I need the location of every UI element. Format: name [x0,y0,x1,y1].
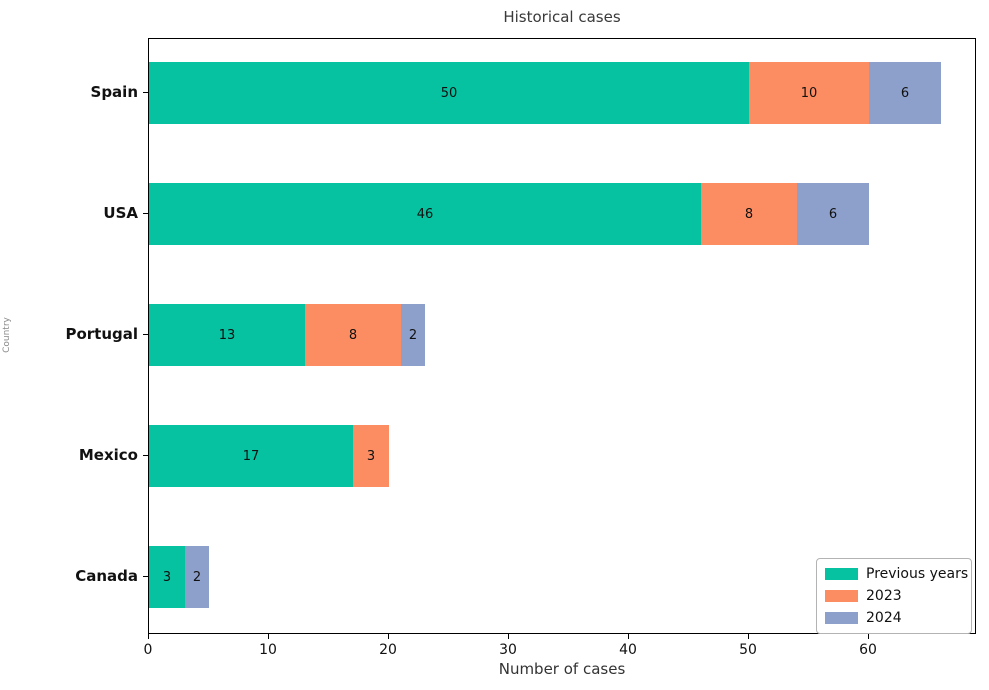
x-tick-label: 30 [499,642,517,658]
bar-value-label: 8 [348,327,358,343]
bar-value-label: 2 [192,569,202,585]
y-tick-mark [143,576,148,577]
bar-segment: 3 [353,425,389,487]
y-tick-mark [143,334,148,335]
y-tick-label: Spain [90,83,138,101]
legend-item: 2024 [825,608,963,628]
plot-area: 50 10 6 46 8 6 13 8 2 17 3 3 2 [148,38,976,634]
bar-segment: 2 [401,304,425,366]
x-tick-mark [268,634,269,639]
x-tick-mark [868,634,869,639]
y-axis-label: Country [2,317,12,353]
bar-segment: 17 [149,425,353,487]
x-tick-mark [148,634,149,639]
legend-swatch [825,590,858,602]
legend-item: 2023 [825,586,963,606]
bar-segment: 6 [869,62,941,124]
y-tick-label: Canada [75,567,138,585]
bar-value-label: 2 [408,327,418,343]
bar-segment: 2 [185,546,209,608]
legend-item: Previous years [825,564,968,584]
bar-value-label: 6 [900,85,910,101]
bar-value-label: 8 [744,206,754,222]
bar-row: 50 10 6 [149,62,975,124]
bar-value-label: 13 [218,327,236,343]
y-tick-mark [143,213,148,214]
legend: Previous years 2023 2024 [816,558,972,634]
bar-segment: 8 [701,183,797,245]
bar-value-label: 6 [828,206,838,222]
y-tick-label: Mexico [78,446,138,464]
x-tick-label: 10 [259,642,277,658]
legend-label: 2023 [866,588,902,604]
bar-segment: 13 [149,304,305,366]
x-tick-label: 20 [379,642,397,658]
chart-title: Historical cases [503,8,621,26]
legend-label: 2024 [866,610,902,626]
bar-value-label: 3 [366,448,376,464]
y-tick-mark [143,92,148,93]
legend-label: Previous years [866,566,969,582]
x-tick-mark [508,634,509,639]
bar-segment: 8 [305,304,401,366]
y-tick-mark [143,455,148,456]
bar-value-label: 46 [416,206,434,222]
bar-row: 17 3 [149,425,975,487]
bar-segment: 50 [149,62,749,124]
bar-row: 13 8 2 [149,304,975,366]
x-tick-label: 0 [143,642,153,658]
bar-value-label: 17 [242,448,260,464]
y-tick-label: USA [103,204,138,222]
bar-value-label: 3 [162,569,172,585]
y-tick-label: Portugal [65,325,138,343]
x-axis-label: Number of cases [498,660,626,678]
bar-segment: 10 [749,62,869,124]
bar-segment: 46 [149,183,701,245]
legend-swatch [825,568,858,580]
x-tick-label: 50 [739,642,757,658]
x-tick-label: 60 [859,642,877,658]
bar-value-label: 50 [440,85,458,101]
bar-row: 46 8 6 [149,183,975,245]
bar-segment: 6 [797,183,869,245]
bar-segment: 3 [149,546,185,608]
x-tick-mark [628,634,629,639]
x-tick-mark [388,634,389,639]
x-tick-label: 40 [619,642,637,658]
x-tick-mark [748,634,749,639]
bar-value-label: 10 [800,85,818,101]
legend-swatch [825,612,858,624]
